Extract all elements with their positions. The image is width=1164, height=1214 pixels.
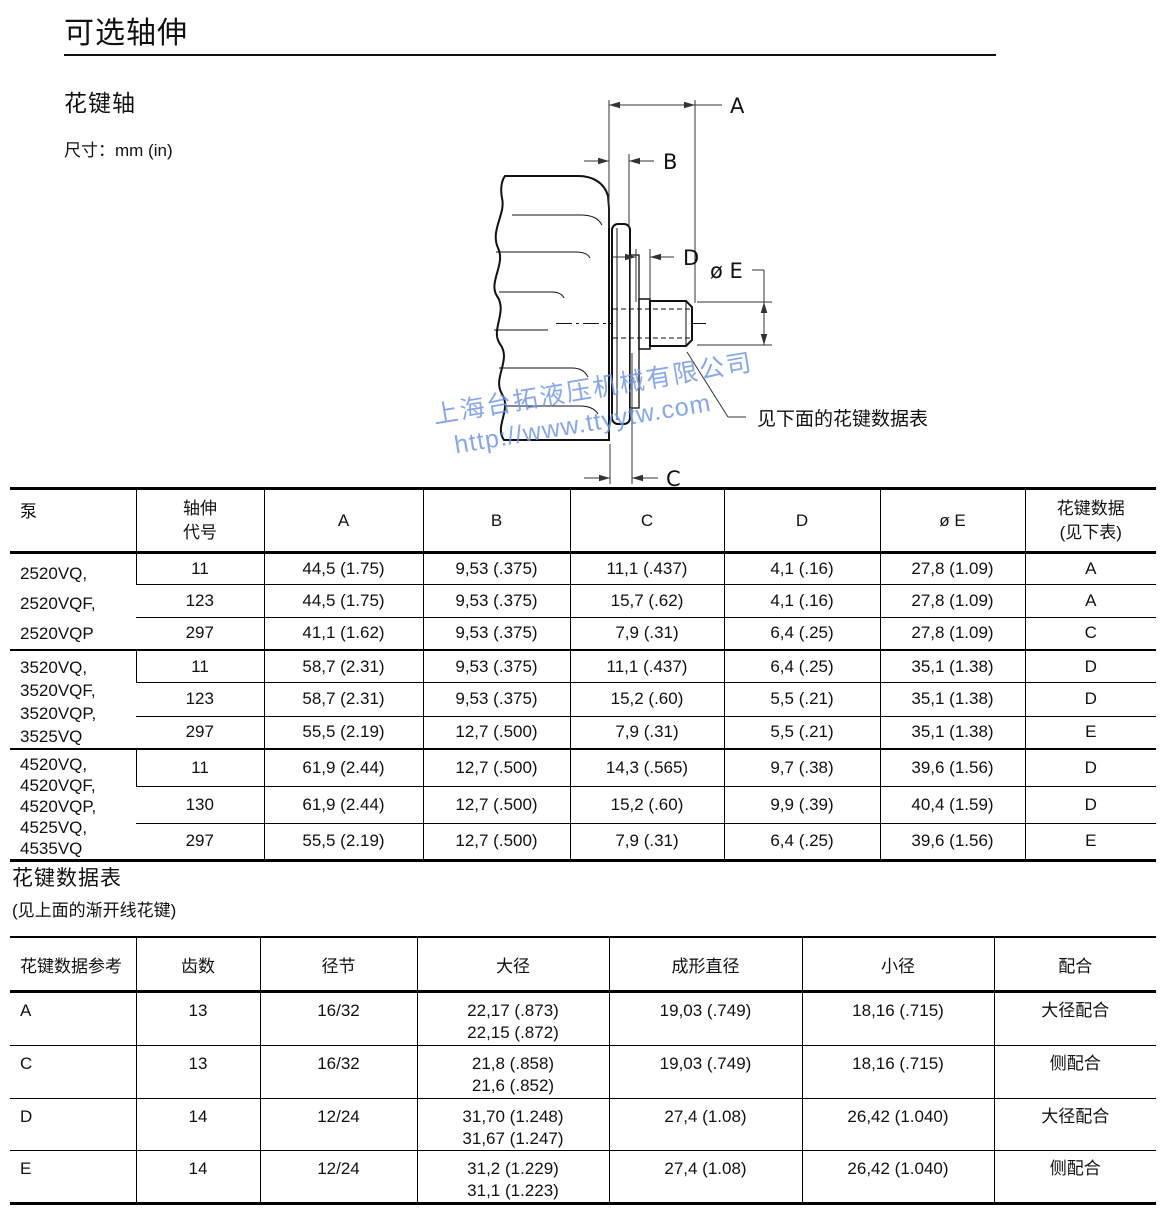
col-header-spline-data: 花键数据 (见下表) <box>1024 488 1156 554</box>
col-header-spline-ref: 花键数据参考 <box>10 937 136 993</box>
dim-label-d: D <box>683 246 699 270</box>
table-row: D 14 12/24 31,70 (1.248) 31,67 (1.247) 2… <box>10 1098 1156 1151</box>
table-row: 3520VQ, 3520VQF, 3520VQP, 3525VQ 11 58,7… <box>10 649 1156 749</box>
dim-label-b: B <box>663 150 677 174</box>
pump-group-cell: 2520VQ, 2520VQF, 2520VQP <box>20 564 96 643</box>
table-header-row: 花键数据参考 齿数 径节 大径 成形直径 小径 配合 <box>10 937 1156 993</box>
table-row: 123 44,5 (1.75) 9,53 (.375) 15,7 (.62) 4… <box>10 583 1156 618</box>
spline-data-table-heading: 花键数据表 <box>12 867 122 890</box>
shaft-dimension-table: 泵 轴伸 代号 A B C D ø E 花键数据 (见下表) 252 <box>10 487 1156 862</box>
table-row: 297 55,5 (2.19) 12,7 (.500) 7,9 (.31) 5,… <box>10 715 1156 749</box>
table-row: 130 61,9 (2.44) 12,7 (.500) 15,2 (.60) 9… <box>10 785 1156 824</box>
table-row: 2520VQ, 2520VQF, 2520VQP 11 44,5 (1.75) … <box>10 552 1156 643</box>
pump-group-cell: 3520VQ, 3520VQF, 3520VQP, 3525VQ <box>10 649 136 749</box>
section-spline-shaft-heading: 花键轴 <box>64 90 136 116</box>
shaft-drawing-svg: A B D ø E C 见下面的花键数据表 <box>493 94 928 490</box>
col-header-form-dia: 成形直径 <box>608 937 802 993</box>
col-header-b: B <box>422 488 570 554</box>
col-header-teeth: 齿数 <box>135 937 260 993</box>
col-header-d: D <box>723 488 880 554</box>
major-dia-cell: 31,2 (1.229) 31,1 (1.223) <box>416 1150 609 1204</box>
major-dia-cell: 31,70 (1.248) 31,67 (1.247) <box>416 1098 609 1151</box>
pump-body-detail-lines <box>494 214 603 415</box>
col-header-e: ø E <box>879 488 1025 554</box>
table-row: C 13 16/32 21,8 (.858) 21,6 (.852) 19,03… <box>10 1045 1156 1099</box>
spline-hidden-lines <box>613 308 690 339</box>
table-row: 297 41,1 (1.62) 9,53 (.375) 7,9 (.31) 6,… <box>10 616 1156 650</box>
col-header-a: A <box>263 488 423 554</box>
shaft-shoulder <box>638 298 651 350</box>
col-header-pitch: 径节 <box>259 937 417 993</box>
col-header-minor-dia: 小径 <box>801 937 994 993</box>
major-dia-cell: 21,8 (.858) 21,6 (.852) <box>416 1045 609 1099</box>
pump-group-cell: 4520VQ, 4520VQF, 4520VQP, 4525VQ, 4535VQ <box>10 748 136 861</box>
spline-data-table: 花键数据参考 齿数 径节 大径 成形直径 小径 配合 A 13 16/32 22… <box>10 936 1156 1205</box>
col-header-shaft-code: 轴伸 代号 <box>135 488 264 554</box>
table-row: A 13 16/32 22,17 (.873) 22,15 (.872) 19,… <box>10 991 1156 1046</box>
dim-label-e: ø E <box>710 259 743 283</box>
flange-plate <box>611 223 631 425</box>
retainer-ring <box>629 254 640 409</box>
col-header-major-dia: 大径 <box>416 937 609 993</box>
spline-callout-text: 见下面的花键数据表 <box>757 408 928 430</box>
pump-body-outline <box>493 175 610 441</box>
shaft-drawing-figure: A B D ø E C 见下面的花键数据表 上海台拓液压机械有限公司 http:… <box>0 88 1164 490</box>
col-header-c: C <box>569 488 724 554</box>
table-row: 297 55,5 (2.19) 12,7 (.500) 7,9 (.31) 6,… <box>10 822 1156 861</box>
col-header-pump: 泵 <box>10 488 136 554</box>
dim-label-c: C <box>666 467 681 490</box>
dimension-units-label: 尺寸：mm (in) <box>64 141 173 160</box>
table-row: 123 58,7 (2.31) 9,53 (.375) 15,2 (.60) 5… <box>10 682 1156 717</box>
page-title: 可选轴伸 <box>64 17 188 50</box>
table-row: E 14 12/24 31,2 (1.229) 31,1 (1.223) 27,… <box>10 1150 1156 1204</box>
table-header-row: 泵 轴伸 代号 A B C D ø E 花键数据 (见下表) <box>10 488 1156 554</box>
col-header-fit: 配合 <box>993 937 1156 993</box>
title-rule <box>64 54 996 56</box>
dimension-labels: A B D ø E C <box>663 94 745 490</box>
dimension-arrowheads <box>598 101 768 482</box>
table-row: 4520VQ, 4520VQF, 4520VQP, 4525VQ, 4535VQ… <box>10 747 1156 861</box>
dim-label-a: A <box>730 94 745 118</box>
dimension-lines <box>584 100 772 484</box>
spline-data-table-subheading: (见上面的渐开线花键) <box>12 901 177 920</box>
major-dia-cell: 22,17 (.873) 22,15 (.872) <box>416 991 609 1046</box>
